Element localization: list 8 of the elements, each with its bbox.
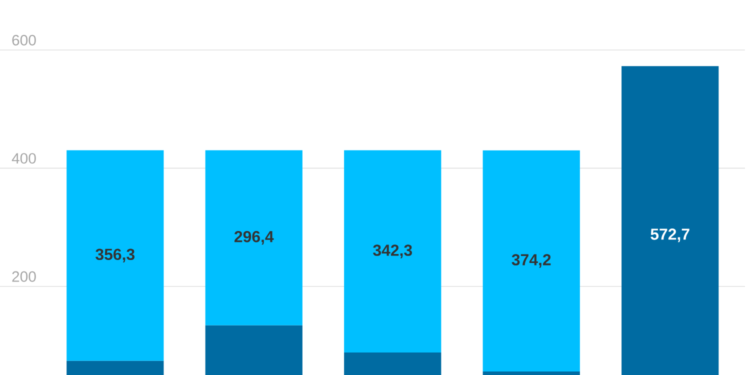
data-label: 296,4 bbox=[234, 230, 274, 245]
data-label: 572,7 bbox=[650, 228, 690, 242]
y-tick-label: 200 bbox=[12, 271, 36, 282]
data-label: 374,2 bbox=[512, 254, 551, 268]
y-tick-label: 400 bbox=[12, 153, 36, 164]
data-label: 356,3 bbox=[96, 248, 135, 262]
data-label: 342,3 bbox=[373, 244, 412, 258]
y-tick-label: 600 bbox=[12, 34, 36, 46]
